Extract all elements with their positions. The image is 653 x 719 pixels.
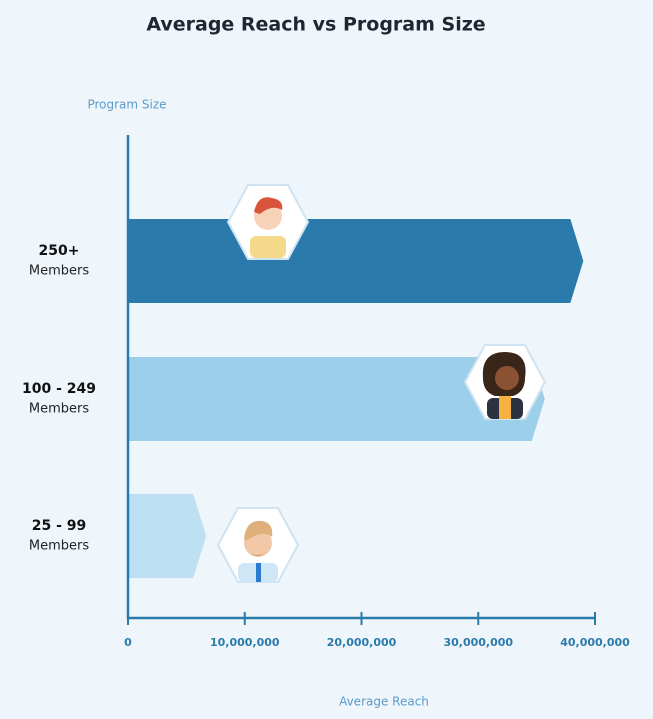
category-label: 250+	[39, 243, 80, 259]
avatars	[216, 184, 547, 583]
x-tick-label: 0	[124, 636, 132, 649]
bar	[128, 357, 545, 441]
x-tick-label: 10,000,000	[210, 636, 280, 649]
avatar	[463, 344, 547, 420]
x-tick-label: 20,000,000	[327, 636, 397, 649]
chart-title: Average Reach vs Program Size	[146, 14, 485, 36]
x-axis-label: Average Reach	[339, 695, 429, 709]
bar	[128, 494, 207, 578]
x-tick-label: 30,000,000	[443, 636, 513, 649]
category-unit: Members	[29, 539, 89, 554]
bar	[128, 219, 584, 303]
labels: 0 10,000,000 20,000,000 30,000,000 40,000,00…	[22, 243, 630, 649]
category-unit: Members	[29, 264, 89, 279]
category-label: 25 - 99	[32, 518, 87, 534]
category-unit: Members	[29, 402, 89, 417]
avatar	[216, 507, 300, 583]
x-tick-label: 40,000,000	[560, 636, 630, 649]
y-axis-label: Program Size	[87, 98, 166, 112]
avatar	[226, 184, 310, 260]
category-label: 100 - 249	[22, 381, 96, 397]
